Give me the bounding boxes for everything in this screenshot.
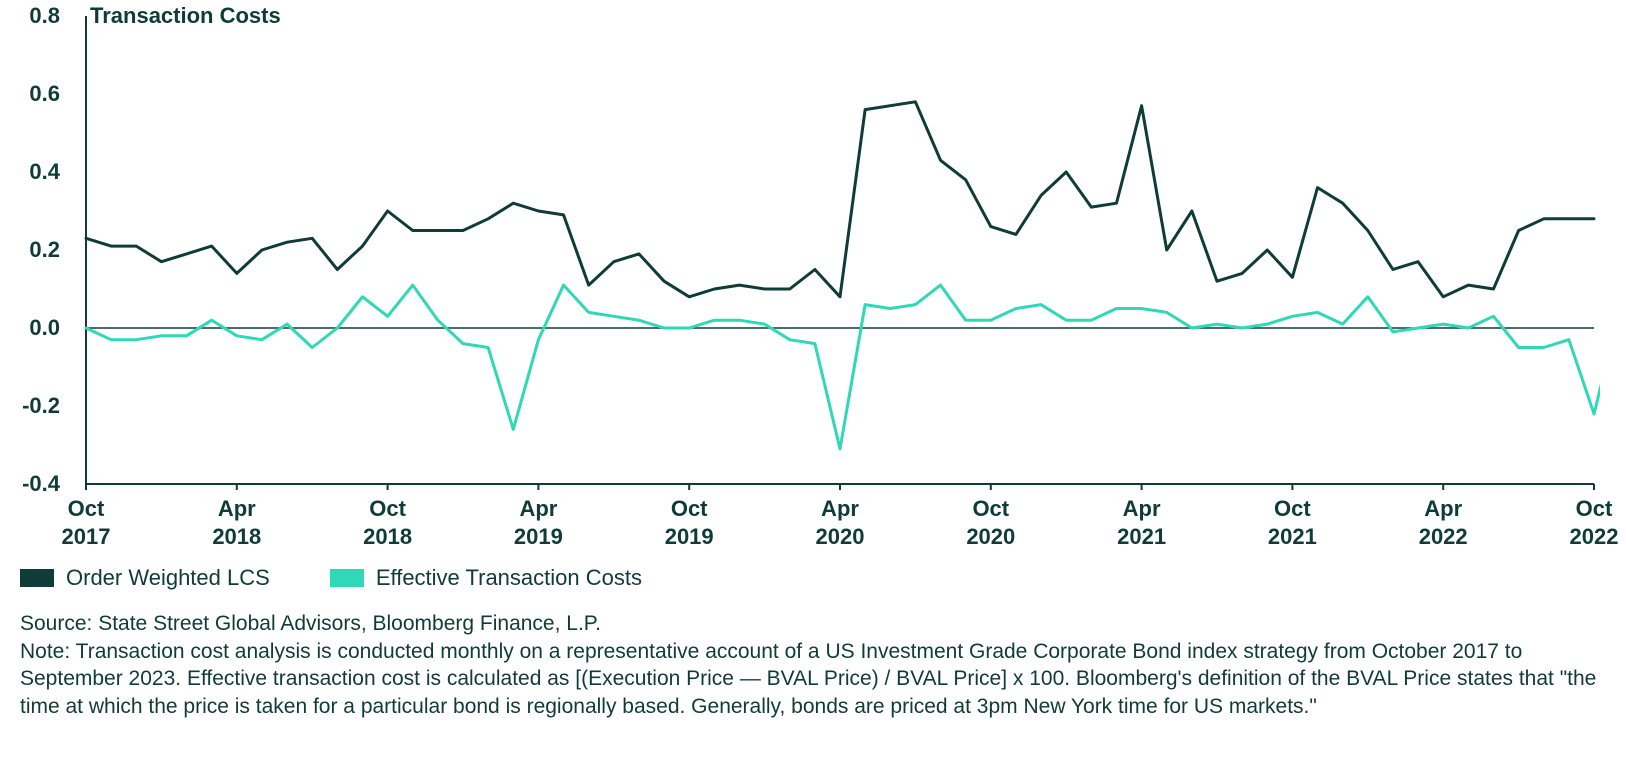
x-tick-label: Oct2018	[363, 495, 412, 550]
x-tick-label: Oct2019	[665, 495, 714, 550]
x-tick-label: Oct2017	[62, 495, 111, 550]
y-tick-label: 0.4	[0, 159, 60, 185]
y-tick-label: -0.2	[0, 393, 60, 419]
y-tick-label: 0.2	[0, 237, 60, 263]
y-tick-label: 0.6	[0, 81, 60, 107]
legend-label: Order Weighted LCS	[66, 565, 270, 591]
x-tick-label: Apr2022	[1419, 495, 1468, 550]
plot-area	[80, 10, 1600, 490]
x-tick-label: Apr2019	[514, 495, 563, 550]
y-tick-label: 0.8	[0, 3, 60, 29]
x-tick-label: Apr2021	[1117, 495, 1166, 550]
legend: Order Weighted LCS Effective Transaction …	[20, 565, 642, 591]
chart-svg	[80, 10, 1600, 490]
x-tick-label: Apr2018	[212, 495, 261, 550]
legend-swatch	[20, 569, 54, 587]
legend-swatch	[330, 569, 364, 587]
y-tick-label: -0.4	[0, 471, 60, 497]
x-tick-label: Oct2022	[1570, 495, 1619, 550]
y-axis: -0.4-0.20.00.20.40.60.8	[0, 10, 70, 490]
y-tick-label: 0.0	[0, 315, 60, 341]
legend-label: Effective Transaction Costs	[376, 565, 642, 591]
footnote-line: Note: Transaction cost analysis is condu…	[20, 638, 1606, 721]
footnote: Source: State Street Global Advisors, Bl…	[20, 610, 1606, 721]
x-axis: Oct2017Apr2018Oct2018Apr2019Oct2019Apr20…	[80, 495, 1600, 555]
footnote-line: Source: State Street Global Advisors, Bl…	[20, 610, 1606, 638]
x-tick-label: Oct2020	[966, 495, 1015, 550]
legend-item: Effective Transaction Costs	[330, 565, 642, 591]
legend-item: Order Weighted LCS	[20, 565, 270, 591]
x-tick-label: Oct2021	[1268, 495, 1317, 550]
chart-container: Transaction Costs -0.4-0.20.00.20.40.60.…	[0, 0, 1626, 758]
x-tick-label: Apr2020	[816, 495, 865, 550]
